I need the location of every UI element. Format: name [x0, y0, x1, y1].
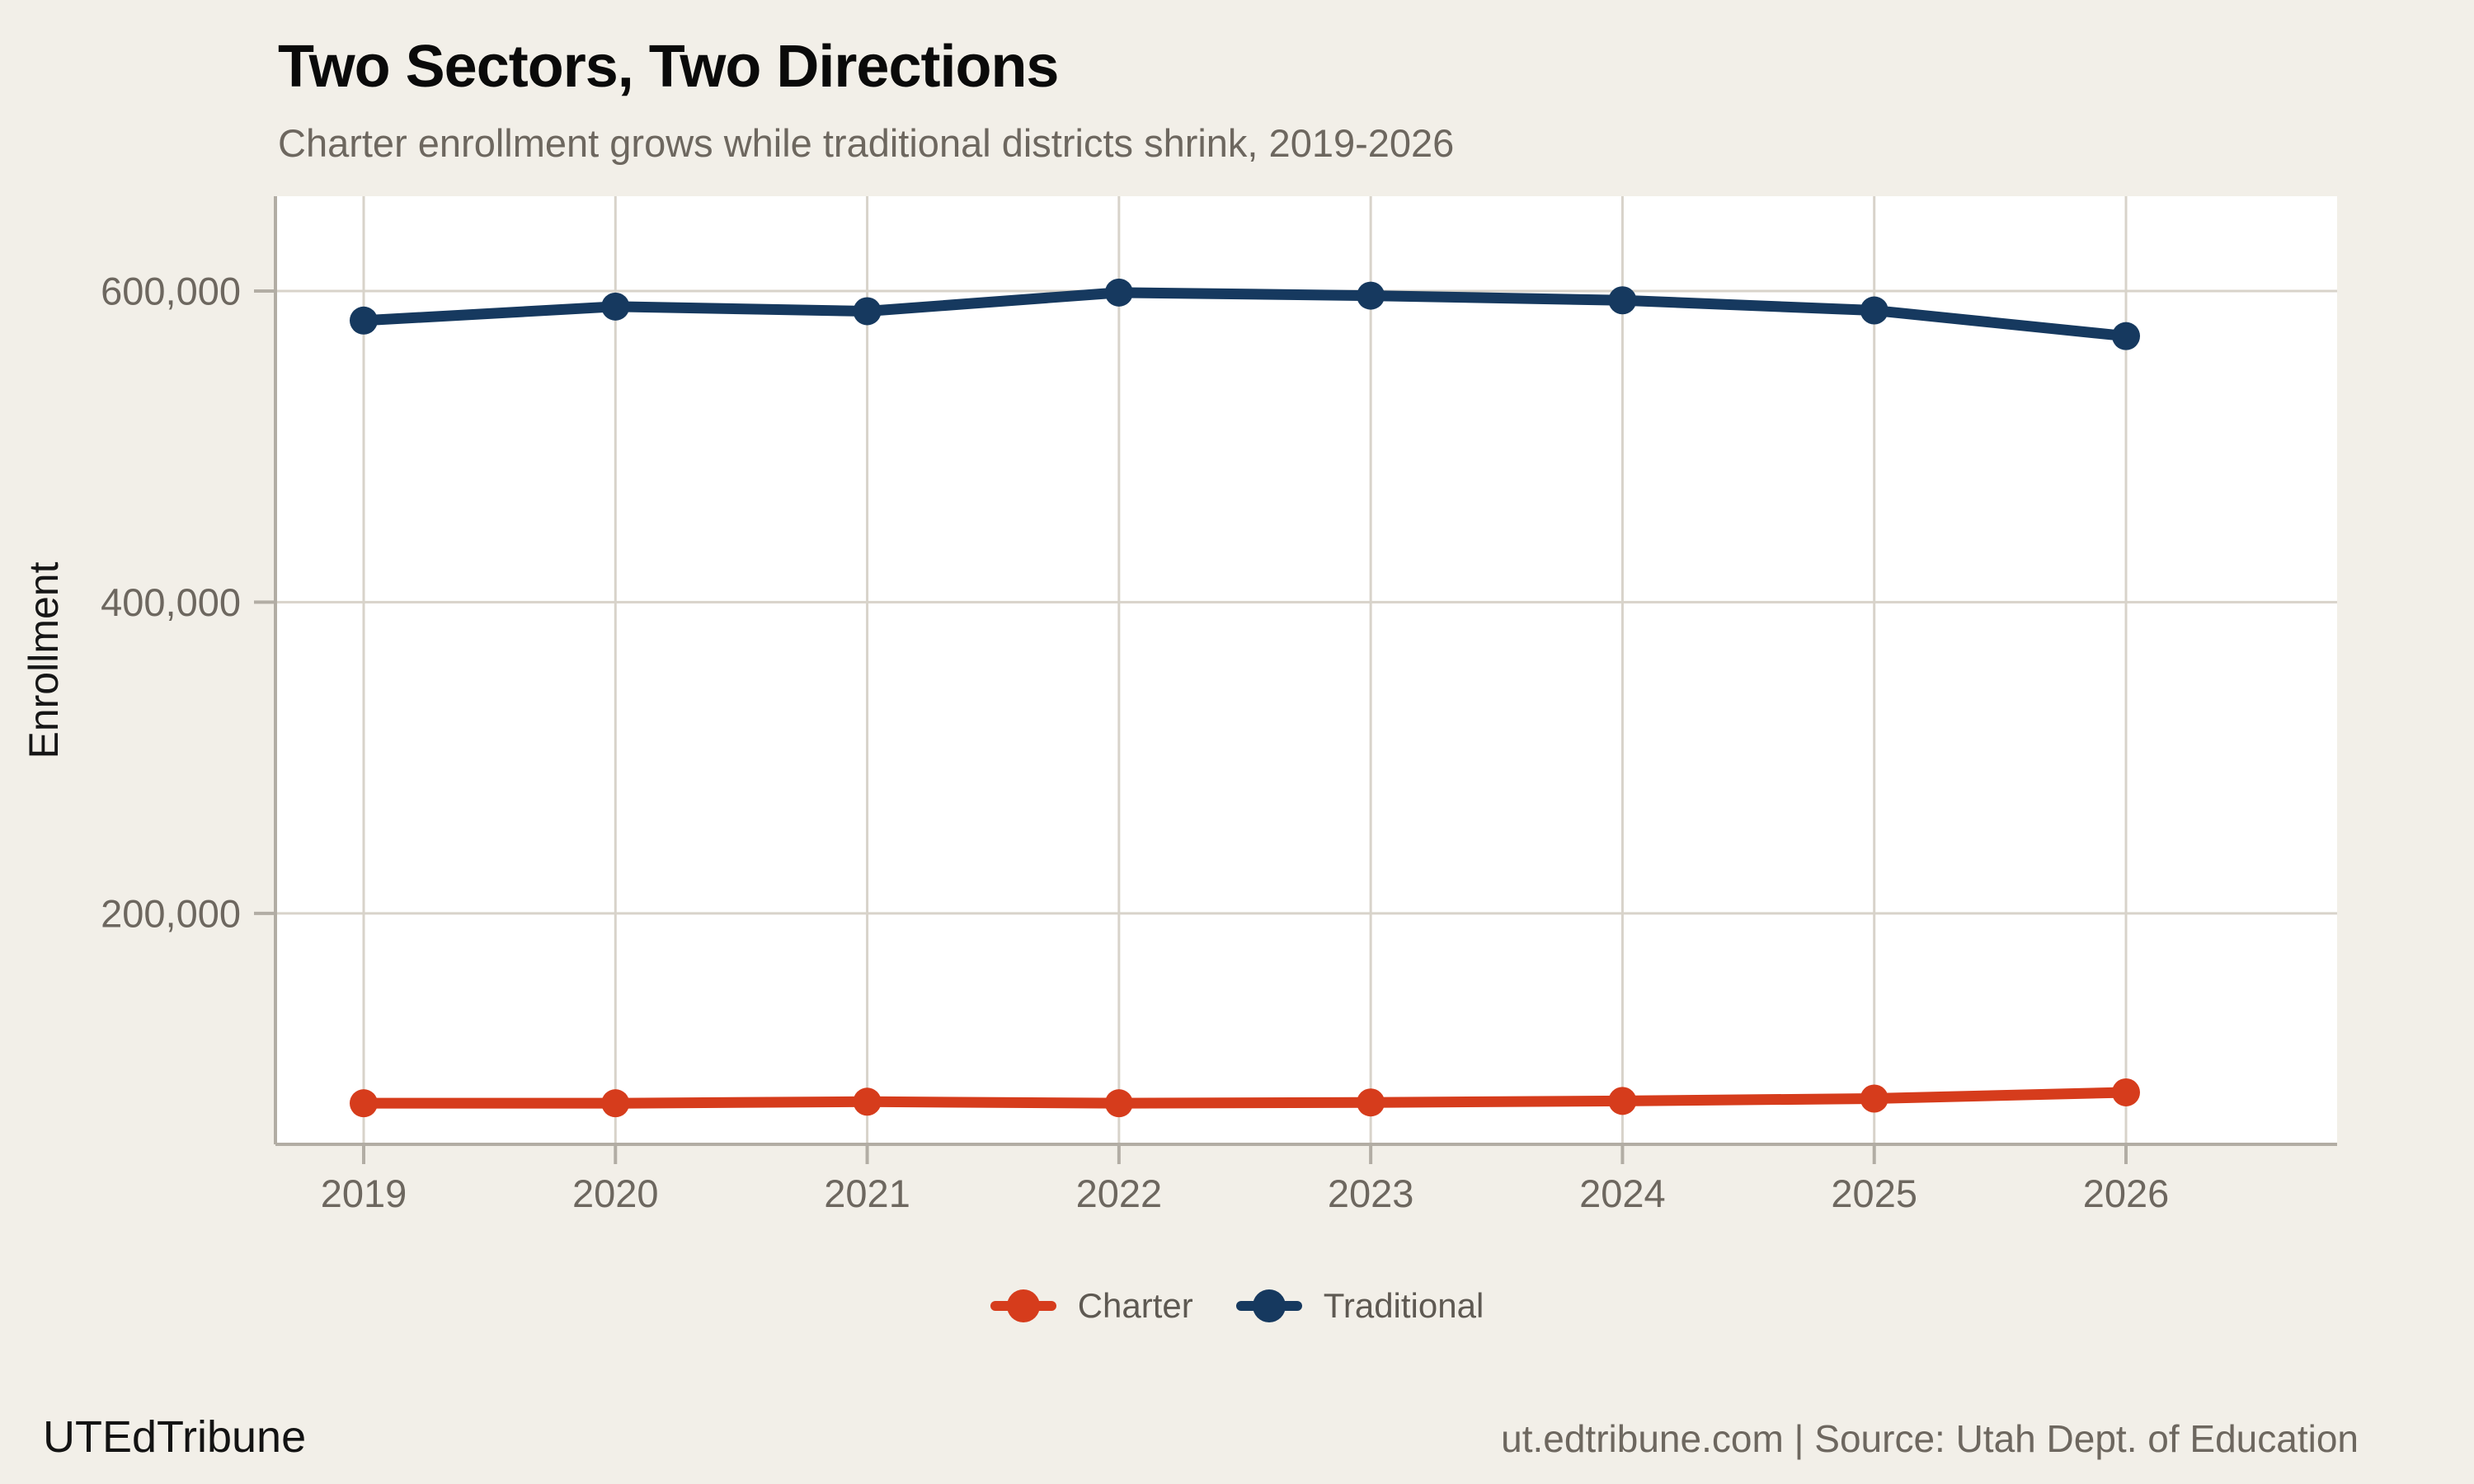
plot-area	[275, 196, 2337, 1144]
data-point-charter-2023	[1357, 1088, 1385, 1117]
chart-subtitle: Charter enrollment grows while tradition…	[278, 121, 1455, 165]
data-point-charter-2026	[2112, 1078, 2140, 1106]
data-point-charter-2021	[853, 1087, 882, 1116]
data-point-traditional-2026	[2112, 322, 2140, 350]
data-point-charter-2019	[350, 1089, 378, 1118]
data-point-traditional-2020	[601, 292, 630, 321]
legend-marker-charter-icon	[990, 1288, 1056, 1324]
x-tick-label: 2021	[824, 1172, 910, 1215]
y-tick-label: 400,000	[101, 580, 241, 624]
brand-logo-text: UTEdTribune	[43, 1412, 307, 1462]
x-tick-label: 2020	[572, 1172, 659, 1215]
data-point-traditional-2023	[1357, 281, 1385, 310]
x-tick-label: 2022	[1076, 1172, 1163, 1215]
series-line-charter	[358, 1087, 2132, 1109]
y-axis-title: Enrollment	[21, 561, 67, 758]
chart-title: Two Sectors, Two Directions	[278, 34, 1059, 100]
series-line-traditional	[358, 287, 2132, 342]
data-point-traditional-2024	[1608, 286, 1637, 315]
data-point-charter-2024	[1608, 1087, 1637, 1115]
x-tick-label: 2026	[2083, 1172, 2170, 1215]
legend-item-charter: Charter	[990, 1286, 1193, 1326]
data-point-traditional-2021	[853, 297, 882, 326]
y-tick-label: 200,000	[101, 891, 241, 935]
chart-legend: Charter Traditional	[0, 1286, 2474, 1326]
x-tick-label: 2025	[1831, 1172, 1917, 1215]
source-attribution: ut.edtribune.com | Source: Utah Dept. of…	[1501, 1417, 2359, 1460]
data-point-traditional-2025	[1860, 296, 1888, 325]
legend-item-traditional: Traditional	[1235, 1286, 1484, 1326]
legend-label: Charter	[1077, 1286, 1193, 1325]
legend-marker-traditional-icon	[1235, 1288, 1302, 1324]
data-point-charter-2025	[1860, 1084, 1888, 1113]
x-tick-label: 2019	[321, 1172, 407, 1215]
data-point-traditional-2022	[1104, 278, 1133, 307]
x-tick-label: 2023	[1328, 1172, 1414, 1215]
y-tick-label: 600,000	[101, 269, 241, 312]
data-point-charter-2020	[601, 1089, 630, 1118]
data-point-charter-2022	[1104, 1089, 1133, 1118]
x-tick-label: 2024	[1579, 1172, 1666, 1215]
legend-label: Traditional	[1323, 1286, 1484, 1325]
data-point-traditional-2019	[350, 306, 378, 335]
